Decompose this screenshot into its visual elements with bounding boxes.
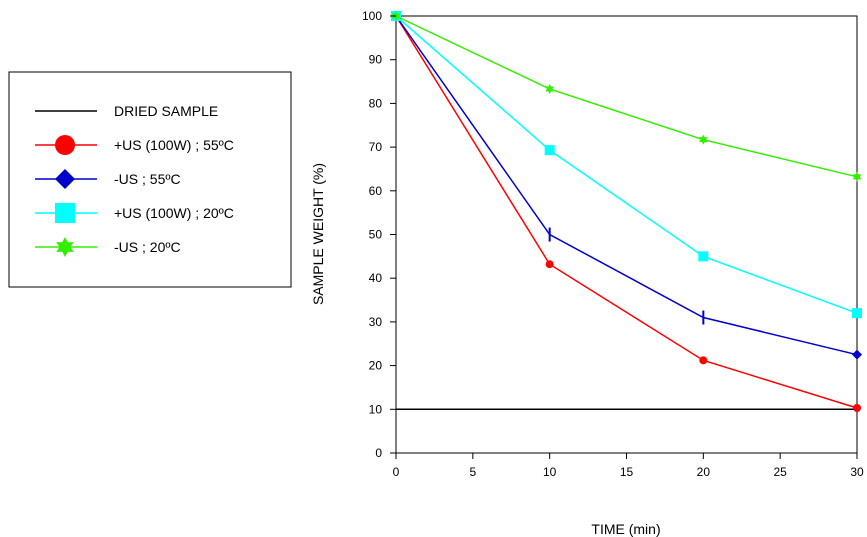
y-tick-label: 30 xyxy=(369,315,383,329)
x-tick-label: 15 xyxy=(620,465,634,479)
data-point xyxy=(699,356,708,365)
data-point xyxy=(852,171,862,182)
legend-label: DRIED SAMPLE xyxy=(114,103,218,119)
legend-marker xyxy=(56,237,74,257)
y-tick-label: 0 xyxy=(375,446,382,460)
legend-marker xyxy=(55,135,75,155)
series-us-100w-55-c xyxy=(391,11,861,412)
x-tick-label: 30 xyxy=(850,465,864,479)
data-point xyxy=(544,145,555,156)
y-tick-label: 100 xyxy=(362,9,382,23)
series-line xyxy=(395,15,858,409)
legend-entry: +US (100W) ; 55ºC xyxy=(35,135,234,155)
data-point xyxy=(852,349,862,360)
y-tick-label: 50 xyxy=(369,228,383,242)
data-point xyxy=(853,403,861,412)
legend: DRIED SAMPLE +US (100W) ; 55ºC -US ; 55ºC +… xyxy=(8,71,292,288)
y-tick-label: 60 xyxy=(369,184,383,198)
data-point xyxy=(699,134,708,145)
legend-label: +US (100W) ; 55ºC xyxy=(114,137,234,153)
y-tick-label: 10 xyxy=(369,402,383,416)
y-tick-label: 20 xyxy=(369,359,383,373)
data-point xyxy=(545,83,554,94)
legend-label: -US ; 20ºC xyxy=(114,239,181,255)
x-tick-label: 20 xyxy=(697,465,711,479)
series-line xyxy=(395,15,858,314)
y-tick-label: 80 xyxy=(369,96,383,110)
data-point xyxy=(698,251,709,262)
series-us-20-c xyxy=(391,11,862,182)
plot-frame xyxy=(395,15,858,454)
x-axis-title: TIME (min) xyxy=(591,521,660,537)
data-point xyxy=(545,260,554,269)
series-us-100w-20-c xyxy=(391,11,862,319)
legend-entry: DRIED SAMPLE xyxy=(35,103,218,119)
legend-label: -US ; 55ºC xyxy=(114,171,181,187)
y-tick-label: 90 xyxy=(369,53,383,67)
x-tick-label: 5 xyxy=(469,465,476,479)
series-line xyxy=(395,15,858,356)
y-axis-title: SAMPLE WEIGHT (%) xyxy=(310,163,326,305)
plot-area: 0 10 20 30 40 50 60 70 80 90 100 0 5 10 15 20 25 30 xyxy=(362,9,864,479)
x-tick-label: 10 xyxy=(543,465,557,479)
y-tick-label: 70 xyxy=(369,140,383,154)
y-tick-label: 40 xyxy=(369,271,383,285)
legend-label: +US (100W) ; 20ºC xyxy=(114,205,234,221)
legend-entry: -US ; 20ºC xyxy=(35,237,181,257)
x-tick-label: 25 xyxy=(773,465,787,479)
legend-marker xyxy=(55,203,75,223)
legend-marker xyxy=(55,169,75,189)
x-tick-label: 0 xyxy=(393,465,400,479)
series-us-55-c xyxy=(391,11,862,360)
legend-entry: +US (100W) ; 20ºC xyxy=(35,203,234,223)
data-point xyxy=(852,308,862,319)
series-line xyxy=(395,15,858,178)
legend-entry: -US ; 55ºC xyxy=(35,169,181,189)
